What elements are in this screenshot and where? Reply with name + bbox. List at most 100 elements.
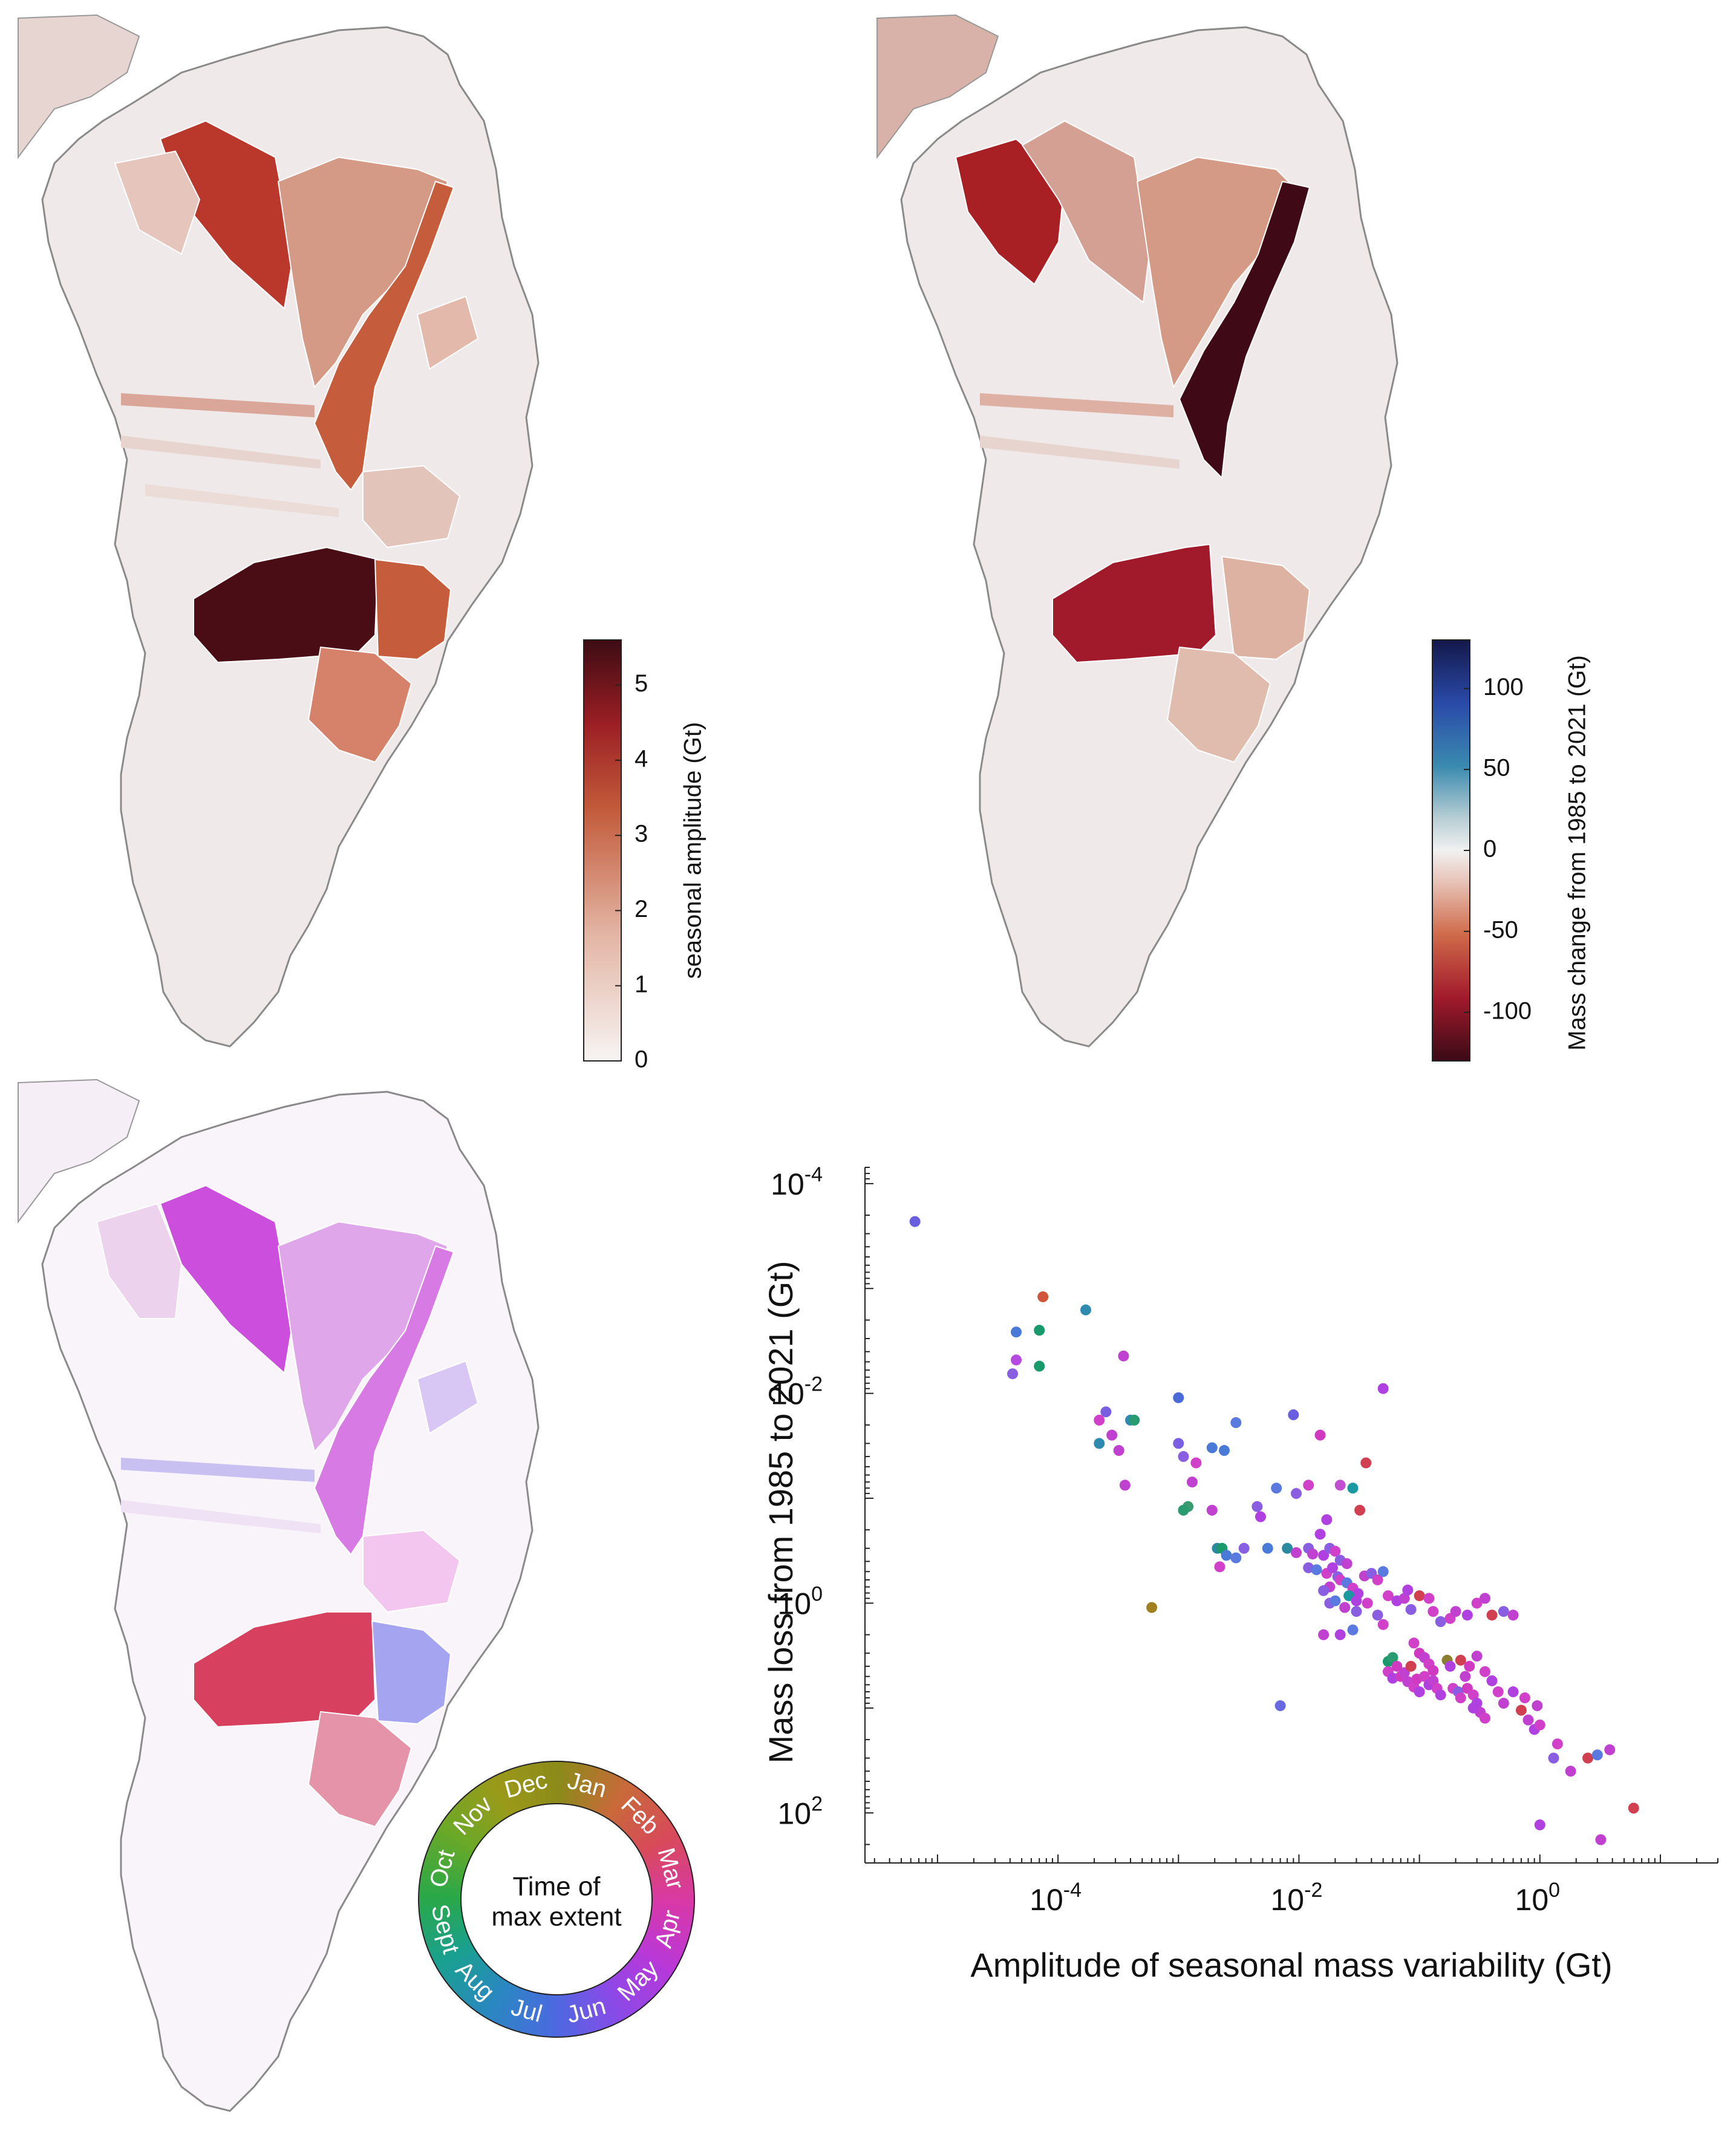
wheel-segment [418,1898,462,1907]
scatter-point [1382,1590,1394,1602]
scatter-point [1479,1712,1490,1724]
scatter-point [1435,1689,1446,1701]
scatter-point [1230,1417,1242,1428]
scatter-point [1604,1744,1616,1755]
wheel-segment [526,1992,542,2036]
scatter-point [1007,1368,1019,1380]
wheel-segment [647,1856,690,1876]
wheel-segment [639,1830,680,1857]
wheel-segment [619,1966,654,2003]
scatter-point [1414,1590,1425,1602]
wheel-segment [423,1855,466,1875]
wheel-segment [580,1990,599,2033]
wheel-segment [420,1869,463,1885]
wheel-segment [585,1988,606,2031]
scatter-point [1548,1752,1559,1764]
scatter-point [1398,1593,1410,1604]
wheel-segment [647,1923,690,1943]
scatter-point [1037,1291,1049,1302]
wheel-segment [520,1764,538,1807]
scatter-point [1011,1354,1022,1366]
scatter-point [1218,1445,1230,1456]
scatter-point [1206,1442,1218,1453]
scatter-point [1271,1482,1282,1494]
wheel-segment [500,1770,523,1812]
scatter-point [1178,1451,1189,1463]
wheel-segment [612,1973,644,2012]
wheel-segment [561,1761,572,1805]
wheel-segment [571,1763,587,1806]
wheel-segment [440,1950,480,1981]
y-tick-label: 10-2 [771,1373,823,1411]
amplitude-colorbar-tick-label: 5 [635,670,648,697]
scatter-point [1595,1834,1607,1845]
wheel-segment [527,1763,543,1806]
scatter-point [1291,1547,1302,1558]
scatter-point [1330,1595,1341,1606]
amplitude-colorbar-ticks: 0 1 2 3 4 5 [615,670,648,1073]
scatter-point [1214,1561,1225,1573]
wheel-segment [623,1963,659,1998]
scatter-point [1307,1548,1319,1560]
wheel-segment [444,1954,483,1986]
scatter-point [1498,1606,1509,1617]
scatter-point [1011,1326,1022,1338]
wheel-segment [437,1823,477,1851]
scatter-point [1238,1542,1250,1554]
scatter-point [1507,1686,1519,1698]
scatter-point [1372,1574,1383,1585]
wheel-segment [612,1787,645,1826]
wheel-segment [428,1842,470,1865]
amplitude-colorbar: 0 1 2 3 4 5 seasonal amplitude (Gt) [583,639,706,1073]
scatter-point [1534,1819,1545,1831]
scatter-point [1334,1629,1346,1640]
wheel-segment [609,1783,639,1822]
scatter-point [1414,1686,1425,1698]
wheel-segment [481,1779,510,1819]
wheel-segment [454,1801,490,1836]
wheel-segment [445,1811,483,1844]
wheel-segment [627,1959,664,1993]
wheel-segment [520,1991,537,2035]
scatter-point [1428,1665,1439,1677]
wheel-segment [486,1982,514,2023]
wheel-segment [576,1764,593,1807]
wheel-segment [651,1904,694,1915]
scatter-point [1402,1584,1414,1596]
scatter-points [909,1216,1639,1845]
scatter-point [1326,1562,1338,1573]
scatter-point [1565,1766,1576,1777]
wheel-segment [494,1772,518,1815]
mass-change-colorbar-title: Mass change from 1985 to 2021 (Gt) [1564,655,1591,1051]
scatter-point [1255,1511,1266,1522]
wheel-segment [648,1919,692,1936]
wheel-segment [419,1903,462,1914]
wheel-segment [599,1982,625,2023]
scatter-point [1186,1476,1198,1488]
scatter-point [1534,1719,1545,1730]
mass-change-colorbar-tick-label: 50 [1483,755,1510,781]
y-tick-label: 100 [777,1582,823,1620]
mass-change-colorbar-ticks: 100 50 0 -50 -100 [1464,674,1532,1024]
scatter-point [1498,1697,1509,1709]
scatter-point [1515,1704,1527,1716]
scatter-point [1330,1545,1341,1557]
scatter-point [1113,1445,1124,1456]
scatter-point [1318,1550,1330,1561]
scatter-point [1486,1675,1498,1686]
mass-change-map-panel: 100 50 0 -50 -100 Mass change from 1985 to 2… [876,14,1591,1062]
scatter-point [1405,1660,1417,1672]
wheel-segment [468,1972,501,2011]
wheel-segment [616,1970,649,2008]
wheel-segment [581,1766,601,1809]
wheel-segment [429,1937,472,1962]
wheel-segment [633,1951,673,1982]
mass-change-colorbar-bar [1432,639,1470,1062]
scatter-point [1251,1501,1263,1512]
scatter-point [1190,1457,1202,1469]
wheel-segment [644,1843,686,1866]
wheel-segment [641,1938,683,1963]
wheel-segment [458,1966,493,2002]
scatter-point [1034,1360,1045,1372]
wheel-segment [604,1779,633,1820]
